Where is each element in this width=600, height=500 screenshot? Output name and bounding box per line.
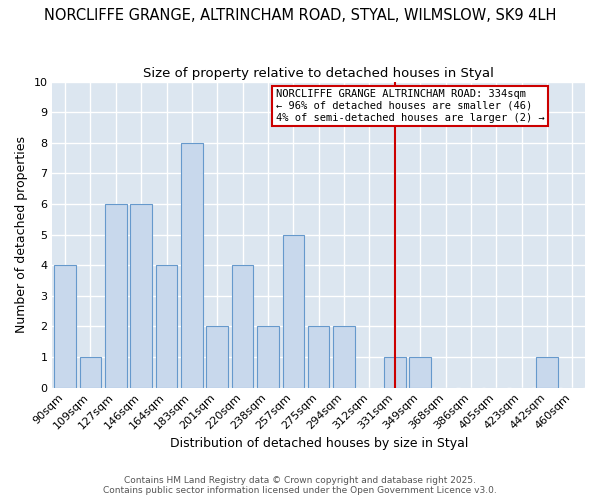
Bar — [333, 326, 355, 388]
Bar — [384, 357, 406, 388]
Text: NORCLIFFE GRANGE, ALTRINCHAM ROAD, STYAL, WILMSLOW, SK9 4LH: NORCLIFFE GRANGE, ALTRINCHAM ROAD, STYAL… — [44, 8, 556, 22]
Bar — [232, 265, 253, 388]
Title: Size of property relative to detached houses in Styal: Size of property relative to detached ho… — [143, 68, 494, 80]
Bar — [156, 265, 178, 388]
X-axis label: Distribution of detached houses by size in Styal: Distribution of detached houses by size … — [170, 437, 468, 450]
Text: NORCLIFFE GRANGE ALTRINCHAM ROAD: 334sqm
← 96% of detached houses are smaller (4: NORCLIFFE GRANGE ALTRINCHAM ROAD: 334sqm… — [275, 90, 544, 122]
Text: Contains HM Land Registry data © Crown copyright and database right 2025.
Contai: Contains HM Land Registry data © Crown c… — [103, 476, 497, 495]
Bar — [206, 326, 228, 388]
Bar — [409, 357, 431, 388]
Bar — [536, 357, 558, 388]
Bar — [283, 234, 304, 388]
Bar — [130, 204, 152, 388]
Y-axis label: Number of detached properties: Number of detached properties — [15, 136, 28, 333]
Bar — [80, 357, 101, 388]
Bar — [257, 326, 279, 388]
Bar — [308, 326, 329, 388]
Bar — [181, 143, 203, 388]
Bar — [55, 265, 76, 388]
Bar — [105, 204, 127, 388]
